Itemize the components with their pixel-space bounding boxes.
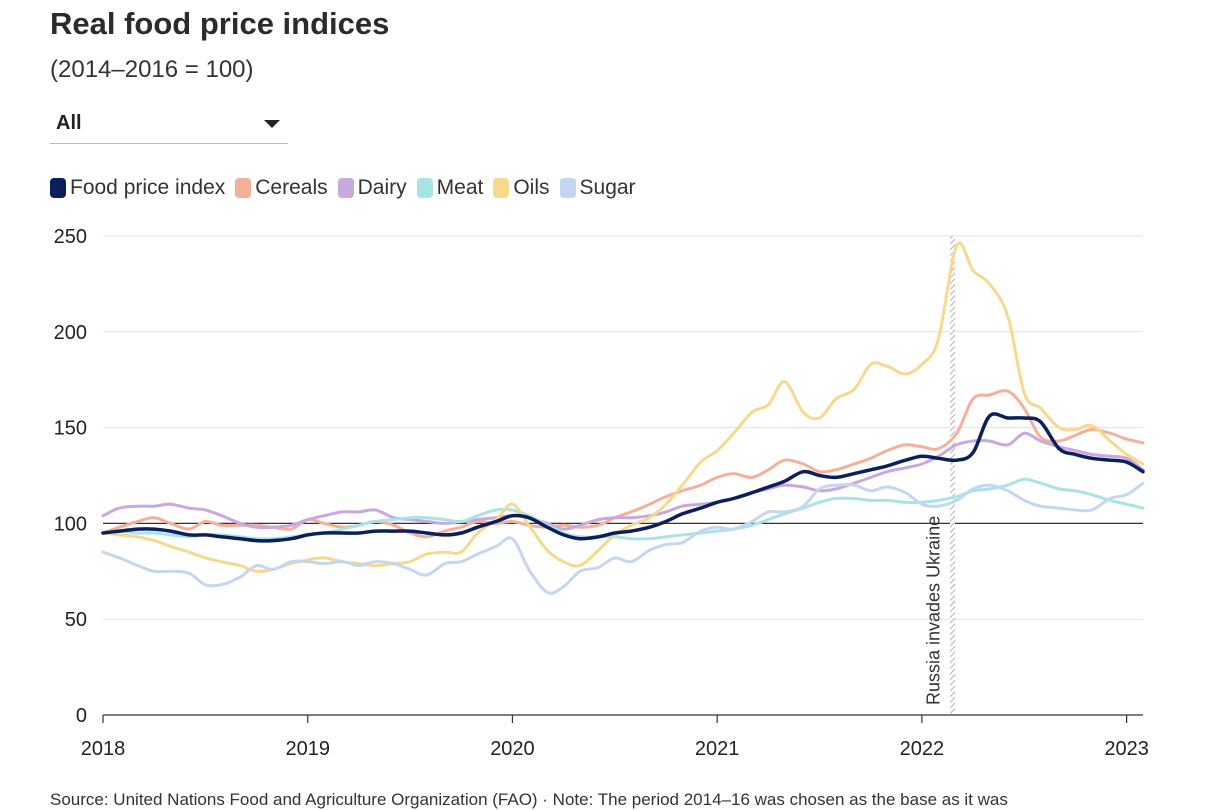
y-tick-label: 150 bbox=[54, 418, 87, 440]
legend-item-dairy[interactable]: Dairy bbox=[337, 176, 407, 200]
legend-swatch-oils bbox=[493, 178, 510, 198]
legend-item-sugar[interactable]: Sugar bbox=[559, 176, 636, 200]
series-line-dairy bbox=[101, 431, 1145, 531]
x-tick-label: 2020 bbox=[490, 738, 535, 760]
chart-legend: Food price index Cereals Dairy Meat Oils… bbox=[50, 176, 636, 200]
dropdown-selected-value: All bbox=[56, 112, 82, 134]
chart-subtitle: (2014–2016 = 100) bbox=[50, 56, 254, 83]
y-tick-label: 200 bbox=[54, 322, 87, 344]
legend-swatch-sugar bbox=[559, 178, 576, 198]
legend-label: Oils bbox=[513, 176, 550, 199]
y-tick-label: 100 bbox=[54, 513, 87, 535]
y-tick-label: 0 bbox=[76, 705, 87, 727]
event-marker bbox=[950, 236, 956, 715]
legend-label: Dairy bbox=[357, 176, 407, 199]
legend-label: Sugar bbox=[579, 176, 636, 199]
legend-swatch-meat bbox=[416, 178, 433, 198]
y-tick-label: 50 bbox=[65, 609, 87, 631]
x-tick-label: 2018 bbox=[81, 738, 126, 760]
y-tick-label: 250 bbox=[54, 226, 87, 248]
series-filter-dropdown[interactable]: All bbox=[50, 104, 288, 144]
legend-item-meat[interactable]: Meat bbox=[416, 176, 484, 200]
series-line-oils bbox=[101, 241, 1145, 573]
legend-swatch-dairy bbox=[337, 178, 354, 198]
legend-swatch-food bbox=[50, 178, 66, 198]
series-line-sugar bbox=[101, 481, 1145, 595]
series-line-cereals bbox=[101, 389, 1145, 539]
legend-label: Cereals bbox=[255, 176, 328, 199]
x-tick-label: 2021 bbox=[695, 738, 740, 760]
x-tick-label: 2023 bbox=[1104, 738, 1149, 760]
legend-label: Meat bbox=[436, 176, 484, 199]
legend-swatch-cereals bbox=[235, 178, 252, 198]
legend-label: Food price index bbox=[70, 176, 226, 199]
x-tick-label: 2019 bbox=[285, 738, 330, 760]
chart-title: Real food price indices bbox=[50, 6, 390, 41]
x-tick-label: 2022 bbox=[900, 738, 945, 760]
chevron-down-icon bbox=[264, 120, 280, 128]
source-note: Source: United Nations Food and Agricult… bbox=[50, 790, 1008, 809]
legend-item-cereals[interactable]: Cereals bbox=[235, 176, 328, 200]
legend-item-food[interactable]: Food price index bbox=[50, 176, 225, 200]
annotation-label: Russia invades Ukraine bbox=[924, 516, 944, 705]
legend-item-oils[interactable]: Oils bbox=[493, 176, 550, 200]
series-line-food bbox=[101, 412, 1145, 543]
